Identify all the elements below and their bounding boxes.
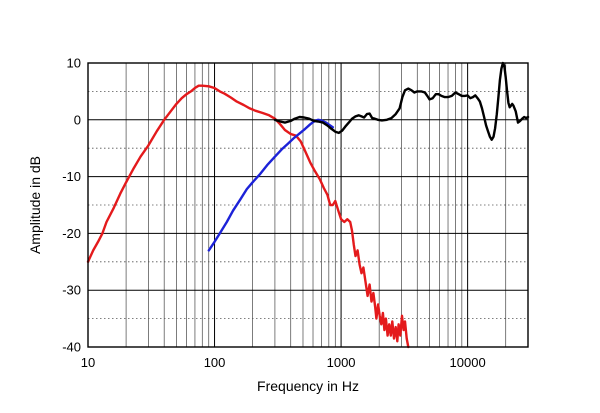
y-tick-label: -30 <box>62 283 81 298</box>
y-tick-label: 0 <box>74 112 81 127</box>
x-axis-label: Frequency in Hz <box>257 378 359 394</box>
x-tick-label: 100 <box>204 355 226 370</box>
y-tick-label: -40 <box>62 340 81 355</box>
series-line-2 <box>207 118 334 252</box>
y-tick-label: -10 <box>62 169 81 184</box>
x-axis-ticks: 10 100 1000 10000 <box>81 355 486 370</box>
chart-series-group <box>86 61 530 349</box>
y-axis-ticks: 10 0 -10 -20 -30 -40 <box>62 56 81 355</box>
y-tick-label: 10 <box>67 56 81 71</box>
x-tick-label: 1000 <box>327 355 356 370</box>
plot-frame <box>87 62 529 348</box>
series-line-3 <box>273 61 530 141</box>
chart-grid <box>88 63 528 347</box>
y-axis-label: Amplitude in dB <box>27 156 43 254</box>
x-tick-label: 10000 <box>450 355 486 370</box>
x-tick-label: 10 <box>81 355 95 370</box>
y-tick-label: -20 <box>62 226 81 241</box>
series-line-1 <box>86 84 410 349</box>
